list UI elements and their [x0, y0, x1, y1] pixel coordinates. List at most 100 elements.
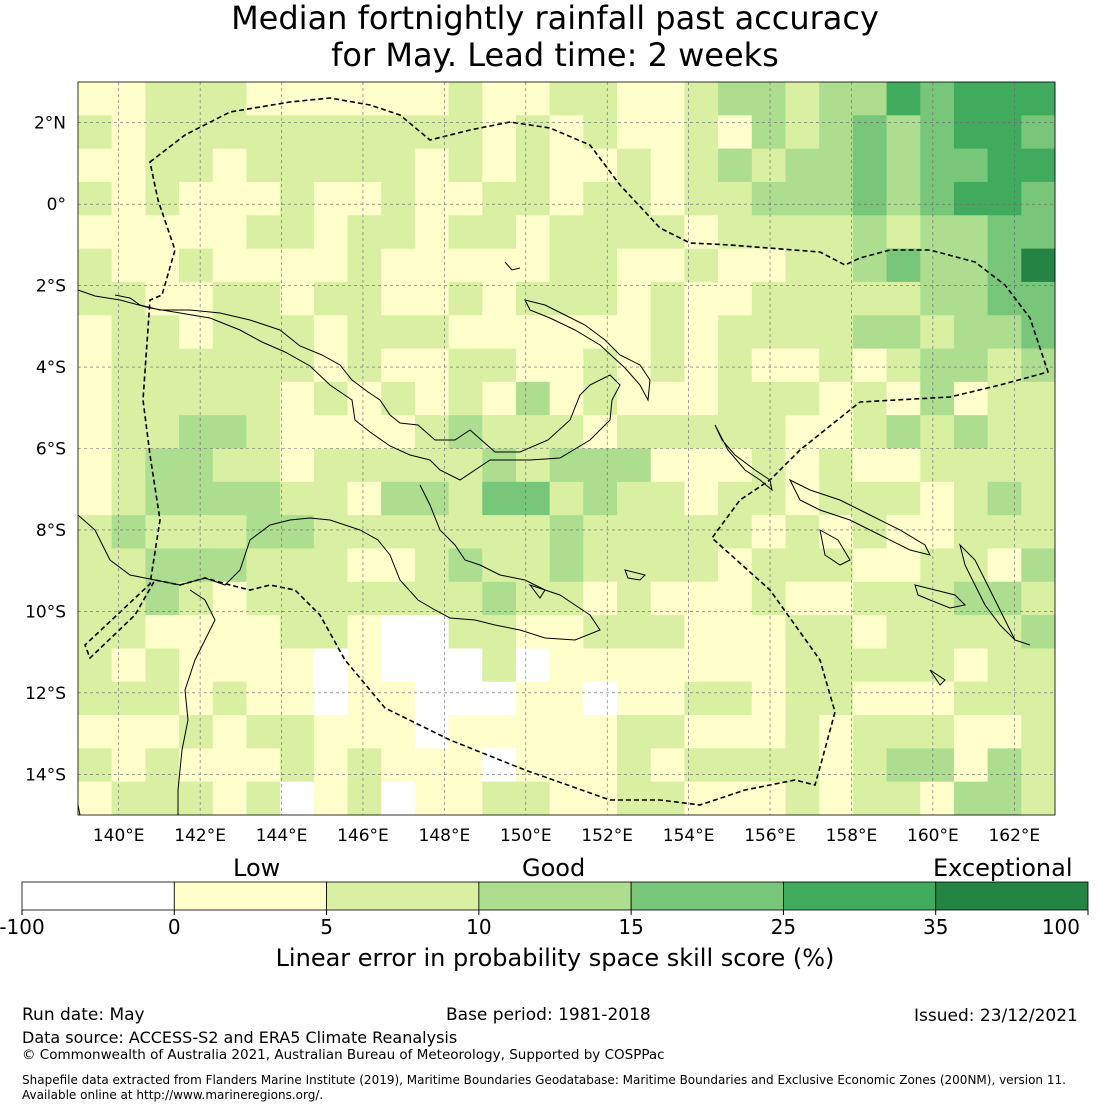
grid-cell	[987, 115, 1022, 150]
grid-cell	[583, 248, 618, 283]
grid-cell	[313, 648, 349, 683]
shapefile-credit-line-2: Available online at http://www.marinereg…	[22, 1088, 324, 1102]
grid-cell	[751, 781, 786, 816]
grid-cell	[1021, 315, 1056, 350]
grid-cell	[1021, 115, 1056, 150]
grid-cell	[515, 281, 551, 316]
grid-cell	[953, 381, 989, 416]
grid-cell	[751, 548, 786, 583]
grid-cell	[414, 515, 450, 549]
grid-cell	[482, 748, 517, 783]
grid-cell	[751, 181, 786, 216]
grid-cell	[852, 715, 888, 749]
grid-cell	[617, 615, 652, 649]
grid-cell	[1021, 615, 1056, 649]
grid-cell	[583, 181, 618, 216]
grid-cell	[246, 181, 281, 216]
grid-cell	[78, 448, 113, 483]
grid-cell	[212, 448, 247, 483]
grid-cell	[1021, 281, 1056, 316]
grid-cell	[751, 681, 786, 716]
grid-cell	[482, 581, 517, 616]
grid-cell	[414, 115, 450, 150]
grid-cell	[617, 281, 652, 316]
grid-cell	[852, 248, 888, 283]
grid-cell	[617, 181, 652, 216]
grid-cell	[617, 781, 652, 816]
grid-cell	[684, 648, 719, 683]
grid-cell	[549, 82, 584, 116]
grid-cell	[482, 781, 517, 816]
bougainville	[788, 478, 931, 556]
grid-cell	[280, 381, 315, 416]
grid-cell	[953, 315, 989, 350]
grid-cell	[414, 748, 450, 783]
grid-cell	[785, 415, 820, 449]
grid-cell	[145, 448, 180, 483]
grid-cell	[751, 82, 786, 116]
lat-tick-label: 4°S	[36, 358, 66, 378]
grid-cell	[819, 748, 854, 783]
run-date: Run date: May	[22, 1005, 145, 1025]
grid-cell	[280, 481, 315, 516]
cape-york-coast	[177, 589, 216, 815]
grid-cell	[414, 648, 450, 683]
grid-cell	[347, 281, 382, 316]
grid-cell	[987, 715, 1022, 749]
grid-cell	[852, 781, 888, 816]
grid-cell	[145, 82, 180, 116]
colorbar-swatch	[326, 881, 480, 911]
grid-cell	[953, 148, 989, 183]
grid-cell	[145, 348, 180, 383]
grid-cell	[987, 548, 1022, 583]
lat-tick-label: 6°S	[36, 440, 66, 460]
grid-cell	[852, 348, 888, 383]
grid-cell	[953, 715, 989, 749]
new-ireland	[714, 424, 773, 492]
grid-cell	[583, 381, 618, 416]
map-title-line-2: for May. Lead time: 2 weeks	[331, 36, 779, 74]
grid-cell	[347, 148, 382, 183]
grid-cell	[684, 248, 719, 283]
grid-cell	[617, 681, 652, 716]
grid-cell	[145, 648, 180, 683]
grid-cell	[549, 181, 584, 216]
grid-cell	[852, 181, 888, 216]
grid-cell	[246, 281, 281, 316]
grid-cell	[819, 515, 854, 549]
grid-cell	[381, 681, 416, 716]
grid-cell	[313, 215, 349, 250]
grid-cell	[785, 581, 820, 616]
grid-cell	[515, 648, 551, 683]
grid-cell	[246, 748, 281, 783]
grid-cell	[852, 615, 888, 649]
grid-cell	[650, 615, 685, 649]
grid-cell	[78, 115, 113, 150]
grid-cell	[549, 481, 584, 516]
grid-cell	[886, 548, 921, 583]
grid-cell	[684, 82, 719, 116]
grid-cell	[987, 748, 1022, 783]
grid-cell	[583, 748, 618, 783]
grid-cell	[617, 448, 652, 483]
grid-cell	[920, 82, 955, 116]
grid-cell	[953, 115, 989, 150]
colorbar-ticks: -100 0 5 10 15 25 35 100	[0, 910, 1089, 939]
grid-cell	[819, 581, 854, 616]
grid-cell	[650, 181, 685, 216]
grid-cell	[212, 515, 247, 549]
grid-cell	[886, 715, 921, 749]
lon-tick-label: 150°E	[500, 826, 552, 846]
grid-cell	[111, 715, 146, 749]
grid-cell	[684, 348, 719, 383]
grid-cell	[987, 248, 1022, 283]
grid-cell	[246, 215, 281, 250]
grid-cell	[920, 215, 955, 250]
grid-cell	[718, 181, 753, 216]
grid-cell	[448, 581, 483, 616]
grid-cell	[313, 781, 349, 816]
grid-cell	[785, 181, 820, 216]
grid-cell	[718, 681, 753, 716]
lon-tick-label: 154°E	[663, 826, 715, 846]
grid-cell	[414, 781, 450, 816]
